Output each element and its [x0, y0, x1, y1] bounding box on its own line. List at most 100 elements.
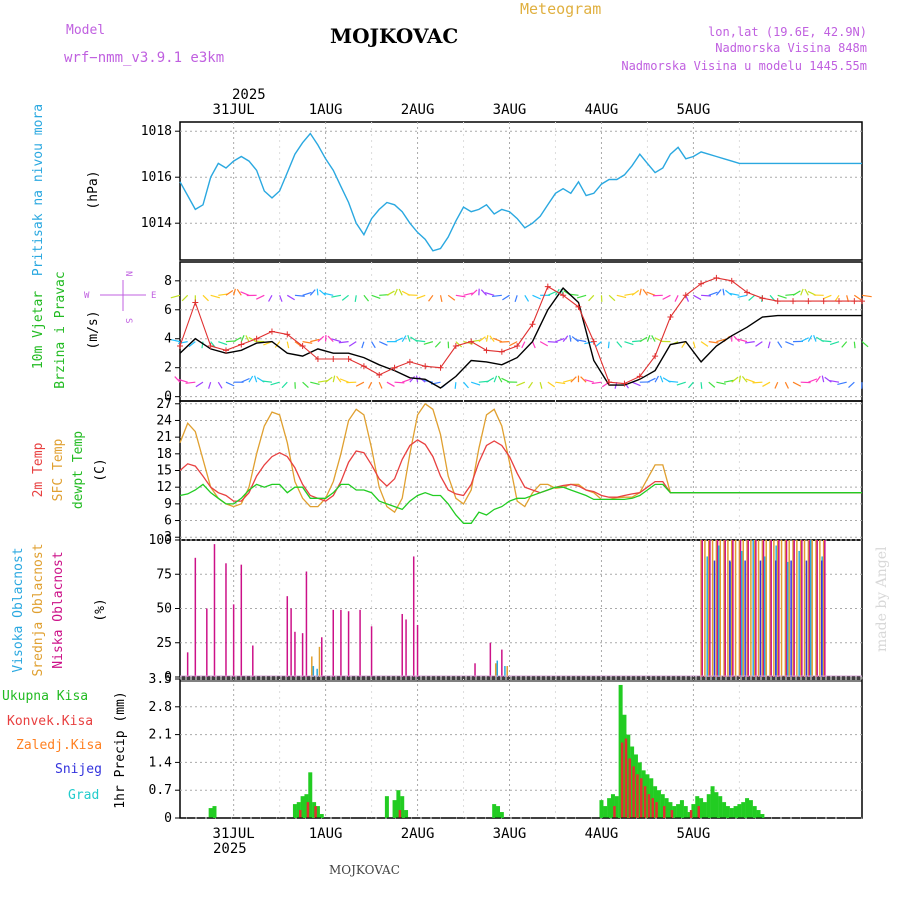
cloud-ytick-label: 100	[149, 533, 172, 548]
wind-arrow	[364, 295, 369, 301]
total-precip-bar	[730, 808, 734, 818]
cloud-ytick-label: 25	[156, 636, 172, 651]
day-label-top: 2AUG	[401, 102, 435, 118]
conv-precip-bar	[697, 806, 700, 818]
precip-ytick-label: 2.1	[149, 728, 172, 743]
wind-arrow	[652, 335, 655, 341]
wind-arrow	[369, 382, 372, 388]
wind-arrow	[862, 295, 872, 296]
wind-arrow	[540, 382, 542, 388]
wind-arrow	[701, 342, 708, 347]
wind-arrow	[303, 382, 309, 387]
day-label-bottom: 31JUL	[213, 826, 255, 842]
total-precip-bar	[385, 796, 389, 818]
wind-arrow	[785, 382, 788, 388]
wind-arrow	[256, 295, 264, 299]
wind-arrow	[226, 382, 234, 386]
wind-arrow	[395, 289, 398, 295]
wind-arrow	[362, 342, 364, 348]
precip-legend: Ukupna Kisa Konvek.Kisa Zaledj.Kisa Snij…	[2, 689, 102, 803]
model-name: wrf−nmm_v3.9.1 e3km	[64, 50, 224, 66]
total-precip-bar	[722, 802, 726, 818]
pressure-panel	[180, 122, 862, 260]
wind-arrow	[609, 295, 615, 300]
wind-arrow	[209, 382, 211, 388]
pressure-unit-text: (hPa)	[86, 170, 101, 209]
wind-gust-marker	[346, 356, 352, 362]
conv-precip-bar	[652, 798, 655, 818]
wind-arrow	[617, 342, 622, 348]
precip-ytick-label: 0	[164, 811, 172, 826]
wind-gust-marker	[790, 298, 796, 304]
temperature-ytick-label: 18	[156, 447, 172, 462]
wind-arrow	[387, 382, 395, 386]
total-precip-bar	[745, 798, 749, 818]
wind-arrow	[793, 382, 801, 386]
conv-precip-bar	[314, 806, 317, 818]
total-precip-bar	[734, 806, 738, 818]
wind-arrow	[805, 289, 808, 295]
pressure-line	[180, 134, 862, 251]
wind-arrow	[241, 378, 249, 382]
wind-arrow	[647, 378, 655, 382]
wind-arrow	[234, 337, 242, 341]
wind-gust-marker	[499, 349, 505, 355]
wind-arrow	[825, 377, 832, 382]
wind-arrow	[455, 382, 456, 389]
wind-arrow	[234, 289, 236, 295]
wind-arrow	[822, 376, 823, 383]
conv-precip-bar	[399, 810, 402, 818]
wind-arrow	[753, 382, 763, 383]
precip-unit-text: 1hr Precip (mm)	[113, 691, 128, 808]
wind-arrow	[528, 382, 532, 388]
wind-arrow	[725, 290, 731, 295]
cloud-ytick-label: 75	[156, 567, 172, 582]
wind-arrow	[226, 291, 233, 296]
wind-arrow	[577, 295, 586, 298]
wind-arrow	[749, 295, 755, 300]
wind-arrow	[196, 382, 203, 387]
day-label-bottom: 2AUG	[401, 826, 435, 842]
cloud-ytick-label: 50	[156, 602, 172, 617]
total-precip-bar	[212, 806, 216, 818]
wind-arrow	[570, 335, 571, 342]
wind-ytick-label: 2	[164, 361, 172, 376]
wind-arrow	[349, 342, 356, 347]
wind-arrow	[255, 376, 257, 382]
wind-arrow	[479, 337, 486, 342]
temperature-ytick-label: 27	[156, 397, 172, 412]
wind-arrow	[768, 342, 770, 348]
wind-arrow	[732, 377, 738, 382]
total-precip-bar	[749, 800, 753, 818]
wind-arrow	[494, 376, 496, 382]
precip-ytick-label: 1.4	[149, 755, 173, 770]
wind-arrow	[862, 342, 868, 347]
pressure-ytick-label: 1018	[141, 124, 172, 139]
precip-unit: 1hr Precip (mm)	[113, 691, 128, 808]
wind-arrow	[608, 342, 609, 349]
wind-arrow	[849, 382, 855, 387]
wind-arrow	[399, 289, 402, 295]
wind-gust-marker	[545, 284, 551, 290]
wind-ytick-label: 4	[164, 332, 172, 347]
wind-arrow	[589, 295, 594, 301]
wind-arrow	[532, 295, 540, 299]
total-precip-bar	[393, 800, 397, 818]
wind-arrow	[701, 382, 702, 389]
total-precip-bar	[757, 810, 761, 818]
wind-arrow	[693, 295, 701, 299]
pressure-title: Pritisak na nivou mora	[31, 104, 46, 276]
temp-title-line2: SFC Temp	[51, 439, 66, 502]
wind-title-line1: 10m Vjetar	[31, 291, 46, 369]
total-precip-bar	[603, 806, 607, 818]
wind-panel	[180, 262, 862, 401]
wind-arrow	[287, 342, 288, 349]
total-precip-bar	[320, 814, 324, 818]
wind-arrow	[624, 342, 633, 345]
wind-arrow	[372, 295, 381, 298]
conv-precip-bar	[655, 802, 658, 818]
model-label: Model	[66, 23, 105, 38]
conv-precip-bar	[629, 758, 632, 818]
wind-ytick-label: 6	[164, 303, 172, 318]
wind-arrow	[640, 337, 647, 341]
